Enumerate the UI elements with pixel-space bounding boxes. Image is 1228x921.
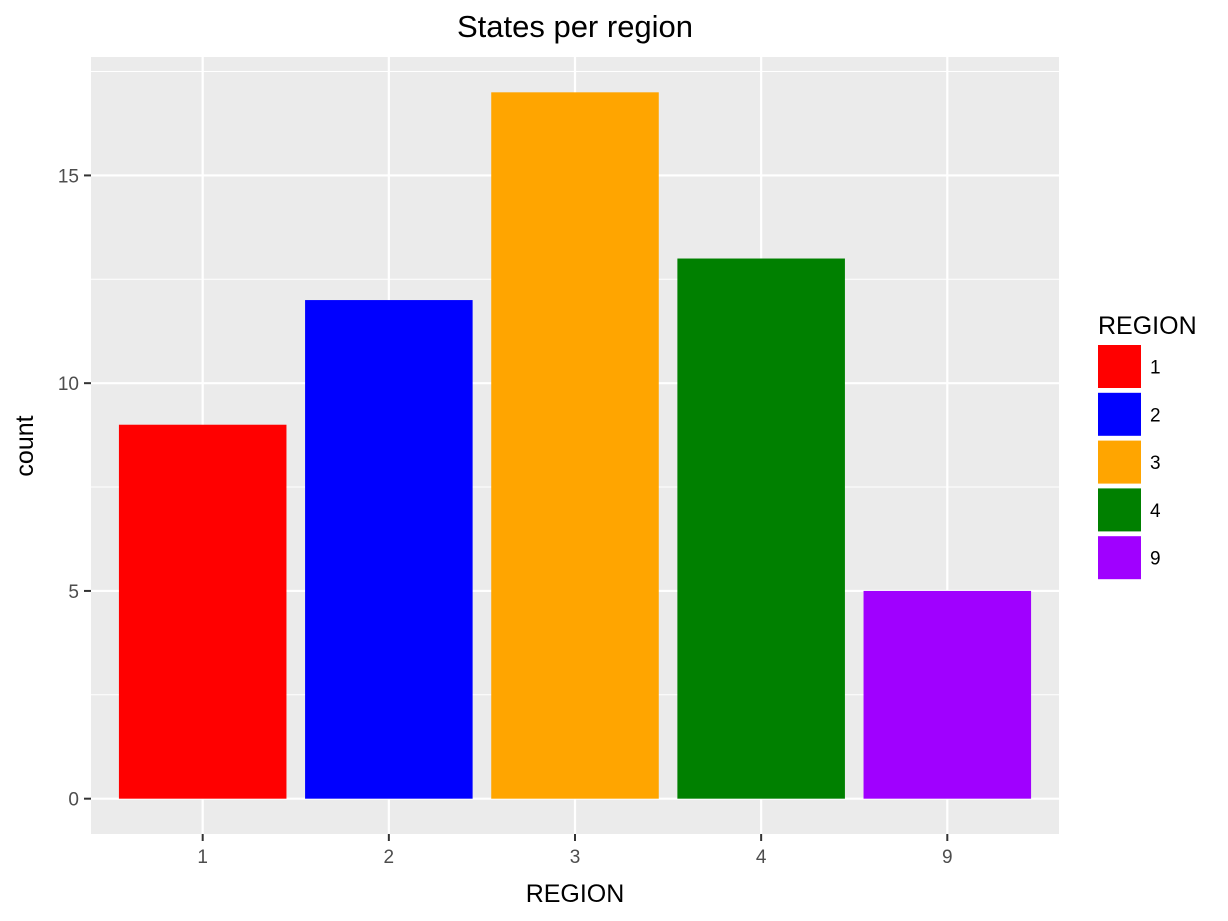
bar-4 [677,258,845,799]
y-tick-label: 5 [68,582,79,603]
x-tick-label: 9 [942,847,953,868]
x-axis-title: REGION [526,880,625,908]
bar-3 [491,92,659,799]
legend-key-9 [1098,536,1141,580]
legend-key-3 [1098,440,1141,484]
y-axis: 0 5 10 15 [58,166,91,811]
y-tick-label: 15 [58,166,79,187]
legend-key-4 [1098,488,1141,532]
legend-key-1 [1098,345,1141,388]
bar-1 [118,424,287,799]
legend-key-2 [1098,392,1141,436]
legend-label: 9 [1150,549,1161,570]
x-tick-label: 4 [756,847,767,868]
legend-label: 1 [1150,358,1161,379]
y-axis-title: count [11,415,39,476]
chart-title: States per region [457,9,693,44]
x-tick-label: 2 [384,847,395,868]
y-tick-label: 0 [68,790,79,811]
bar-9 [863,590,1032,799]
legend-label: 3 [1150,453,1161,474]
x-axis: 1 2 3 4 9 [197,834,953,868]
legend-label: 4 [1150,501,1161,522]
legend: REGION 1 2 3 4 9 [1098,312,1197,580]
legend-title: REGION [1098,312,1197,340]
x-tick-label: 1 [197,847,208,868]
bar-2 [305,300,473,799]
bars [118,92,1032,799]
y-tick-label: 10 [58,374,79,395]
x-tick-label: 3 [570,847,581,868]
legend-items: 1 2 3 4 9 [1098,345,1161,580]
legend-label: 2 [1150,405,1161,426]
